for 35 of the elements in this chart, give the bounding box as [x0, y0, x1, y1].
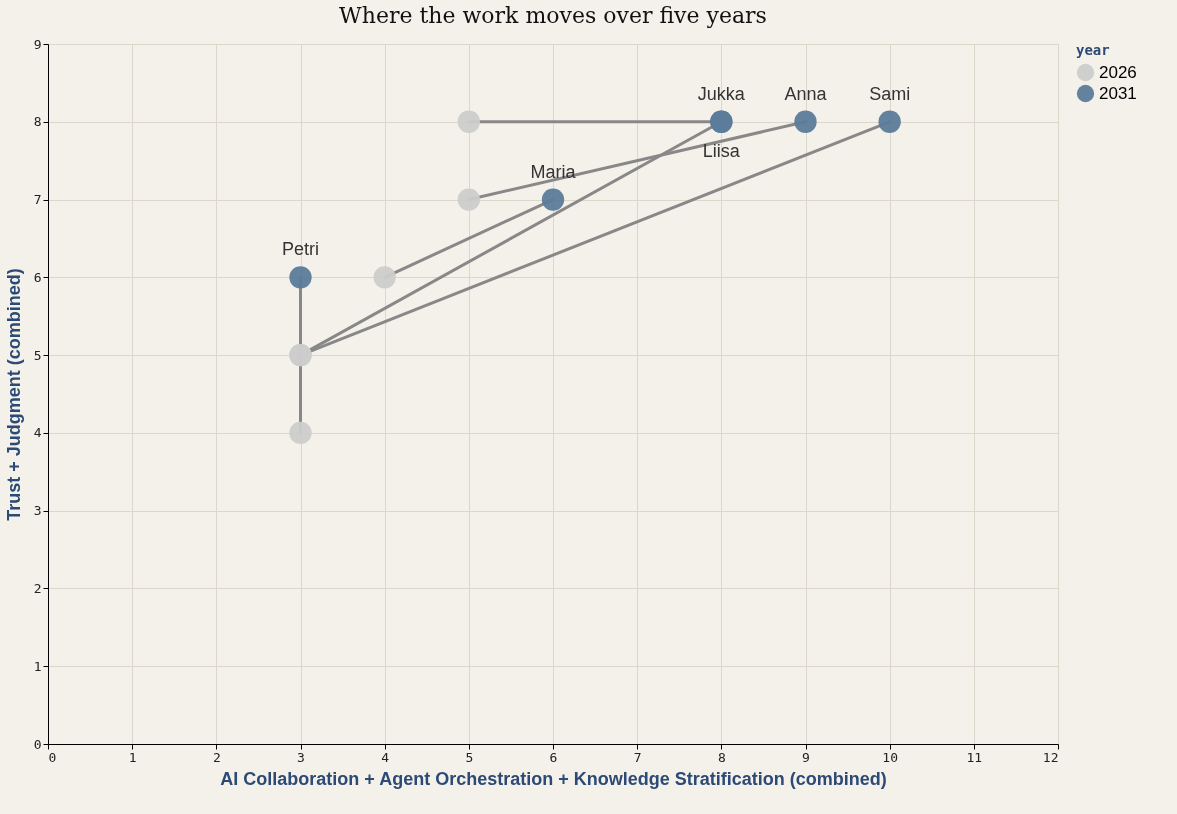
y-tick-label: 0 — [33, 736, 42, 752]
x-tick-label: 8 — [717, 749, 726, 765]
y-tick-label: 6 — [33, 269, 42, 285]
legend-title: year — [1076, 42, 1110, 58]
y-tick-label: 9 — [33, 36, 42, 52]
chart-title: Where the work moves over five years — [339, 3, 767, 28]
y-tick-label: 1 — [33, 658, 42, 674]
x-tick-label: 5 — [465, 749, 474, 765]
x-tick-label: 10 — [882, 749, 898, 765]
x-tick-label: 11 — [966, 749, 983, 765]
y-tick-label: 7 — [33, 192, 42, 208]
x-tick-label: 9 — [802, 749, 810, 765]
legend-label: 2031 — [1099, 83, 1137, 103]
annotation: Jukka — [697, 83, 746, 104]
y-tick-label: 2 — [33, 580, 42, 596]
y-axis-title: Trust + Judgment (combined) — [3, 268, 24, 521]
y-tick-label: 4 — [33, 425, 42, 441]
x-tick-label: 4 — [381, 749, 390, 765]
y-tick-label: 3 — [33, 503, 42, 519]
annotation: Liisa — [702, 140, 741, 161]
x-tick-label: 2 — [212, 749, 221, 765]
x-tick-label: 3 — [297, 749, 305, 765]
x-axis-title: AI Collaboration + Agent Orchestration + Knowledge Stratification (combined) — [220, 768, 887, 789]
annotation: Maria — [530, 161, 577, 182]
x-tick-label: 1 — [128, 749, 137, 765]
x-tick-label: 7 — [633, 749, 642, 765]
x-tick-label: 12 — [1042, 749, 1059, 765]
y-tick-label: 8 — [33, 114, 42, 130]
annotation: Petri — [281, 239, 320, 260]
annotation: Sami — [869, 83, 911, 104]
x-tick-label: 6 — [549, 749, 558, 765]
annotation: Anna — [784, 83, 828, 104]
y-tick-label: 5 — [33, 347, 42, 363]
x-tick-label: 0 — [48, 749, 57, 765]
legend-label: 2026 — [1099, 62, 1137, 82]
